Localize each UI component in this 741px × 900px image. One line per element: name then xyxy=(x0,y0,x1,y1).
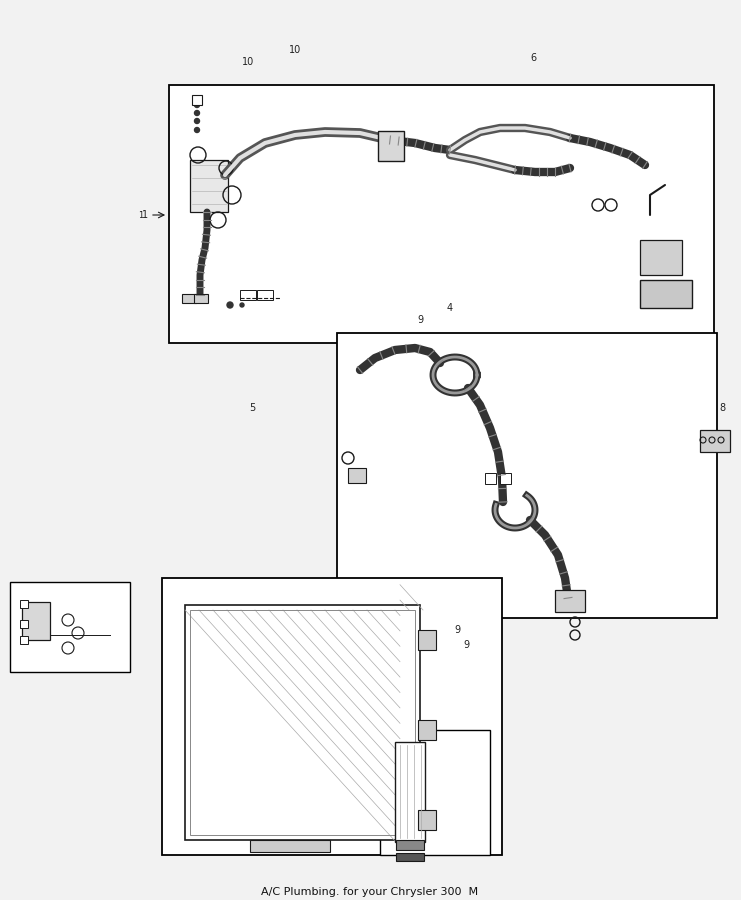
Text: 5: 5 xyxy=(249,403,255,413)
Text: 9: 9 xyxy=(417,315,423,325)
Text: A/C Plumbing. for your Chrysler 300  M: A/C Plumbing. for your Chrysler 300 M xyxy=(262,887,479,897)
Circle shape xyxy=(227,302,233,308)
Circle shape xyxy=(194,111,199,115)
Circle shape xyxy=(240,303,244,307)
Bar xyxy=(192,95,202,105)
Bar xyxy=(190,160,228,212)
Bar xyxy=(169,85,714,343)
Text: 9: 9 xyxy=(454,625,460,635)
Bar xyxy=(418,630,436,650)
Bar xyxy=(500,473,511,484)
Bar xyxy=(418,720,436,740)
Text: 10: 10 xyxy=(289,45,301,55)
Bar xyxy=(20,636,28,644)
Bar xyxy=(640,240,682,275)
Bar xyxy=(395,742,425,842)
Text: 10: 10 xyxy=(242,57,254,67)
Bar xyxy=(337,333,717,618)
Circle shape xyxy=(194,103,199,107)
Bar xyxy=(182,294,196,303)
Bar xyxy=(396,853,424,861)
Bar xyxy=(640,280,692,308)
Bar xyxy=(162,578,502,855)
Circle shape xyxy=(194,119,199,123)
Polygon shape xyxy=(185,605,420,840)
Bar xyxy=(257,290,273,300)
Bar xyxy=(190,610,415,835)
Bar xyxy=(240,290,256,300)
Bar xyxy=(396,840,424,850)
Circle shape xyxy=(194,128,199,132)
Bar xyxy=(485,473,496,484)
Bar xyxy=(194,294,208,303)
Text: 4: 4 xyxy=(447,303,453,313)
Bar xyxy=(10,582,130,672)
Bar xyxy=(20,600,28,608)
Bar xyxy=(348,468,366,483)
Text: 8: 8 xyxy=(719,403,725,413)
Text: 1: 1 xyxy=(142,210,148,220)
Bar xyxy=(700,430,730,452)
Bar xyxy=(22,602,50,640)
Bar xyxy=(555,590,585,612)
Text: 9: 9 xyxy=(463,640,469,650)
Text: 6: 6 xyxy=(530,53,536,63)
Bar xyxy=(378,131,404,161)
Bar xyxy=(20,620,28,628)
Text: 1: 1 xyxy=(138,211,143,220)
Bar xyxy=(380,730,490,855)
Bar xyxy=(250,840,330,852)
Bar xyxy=(418,810,436,830)
